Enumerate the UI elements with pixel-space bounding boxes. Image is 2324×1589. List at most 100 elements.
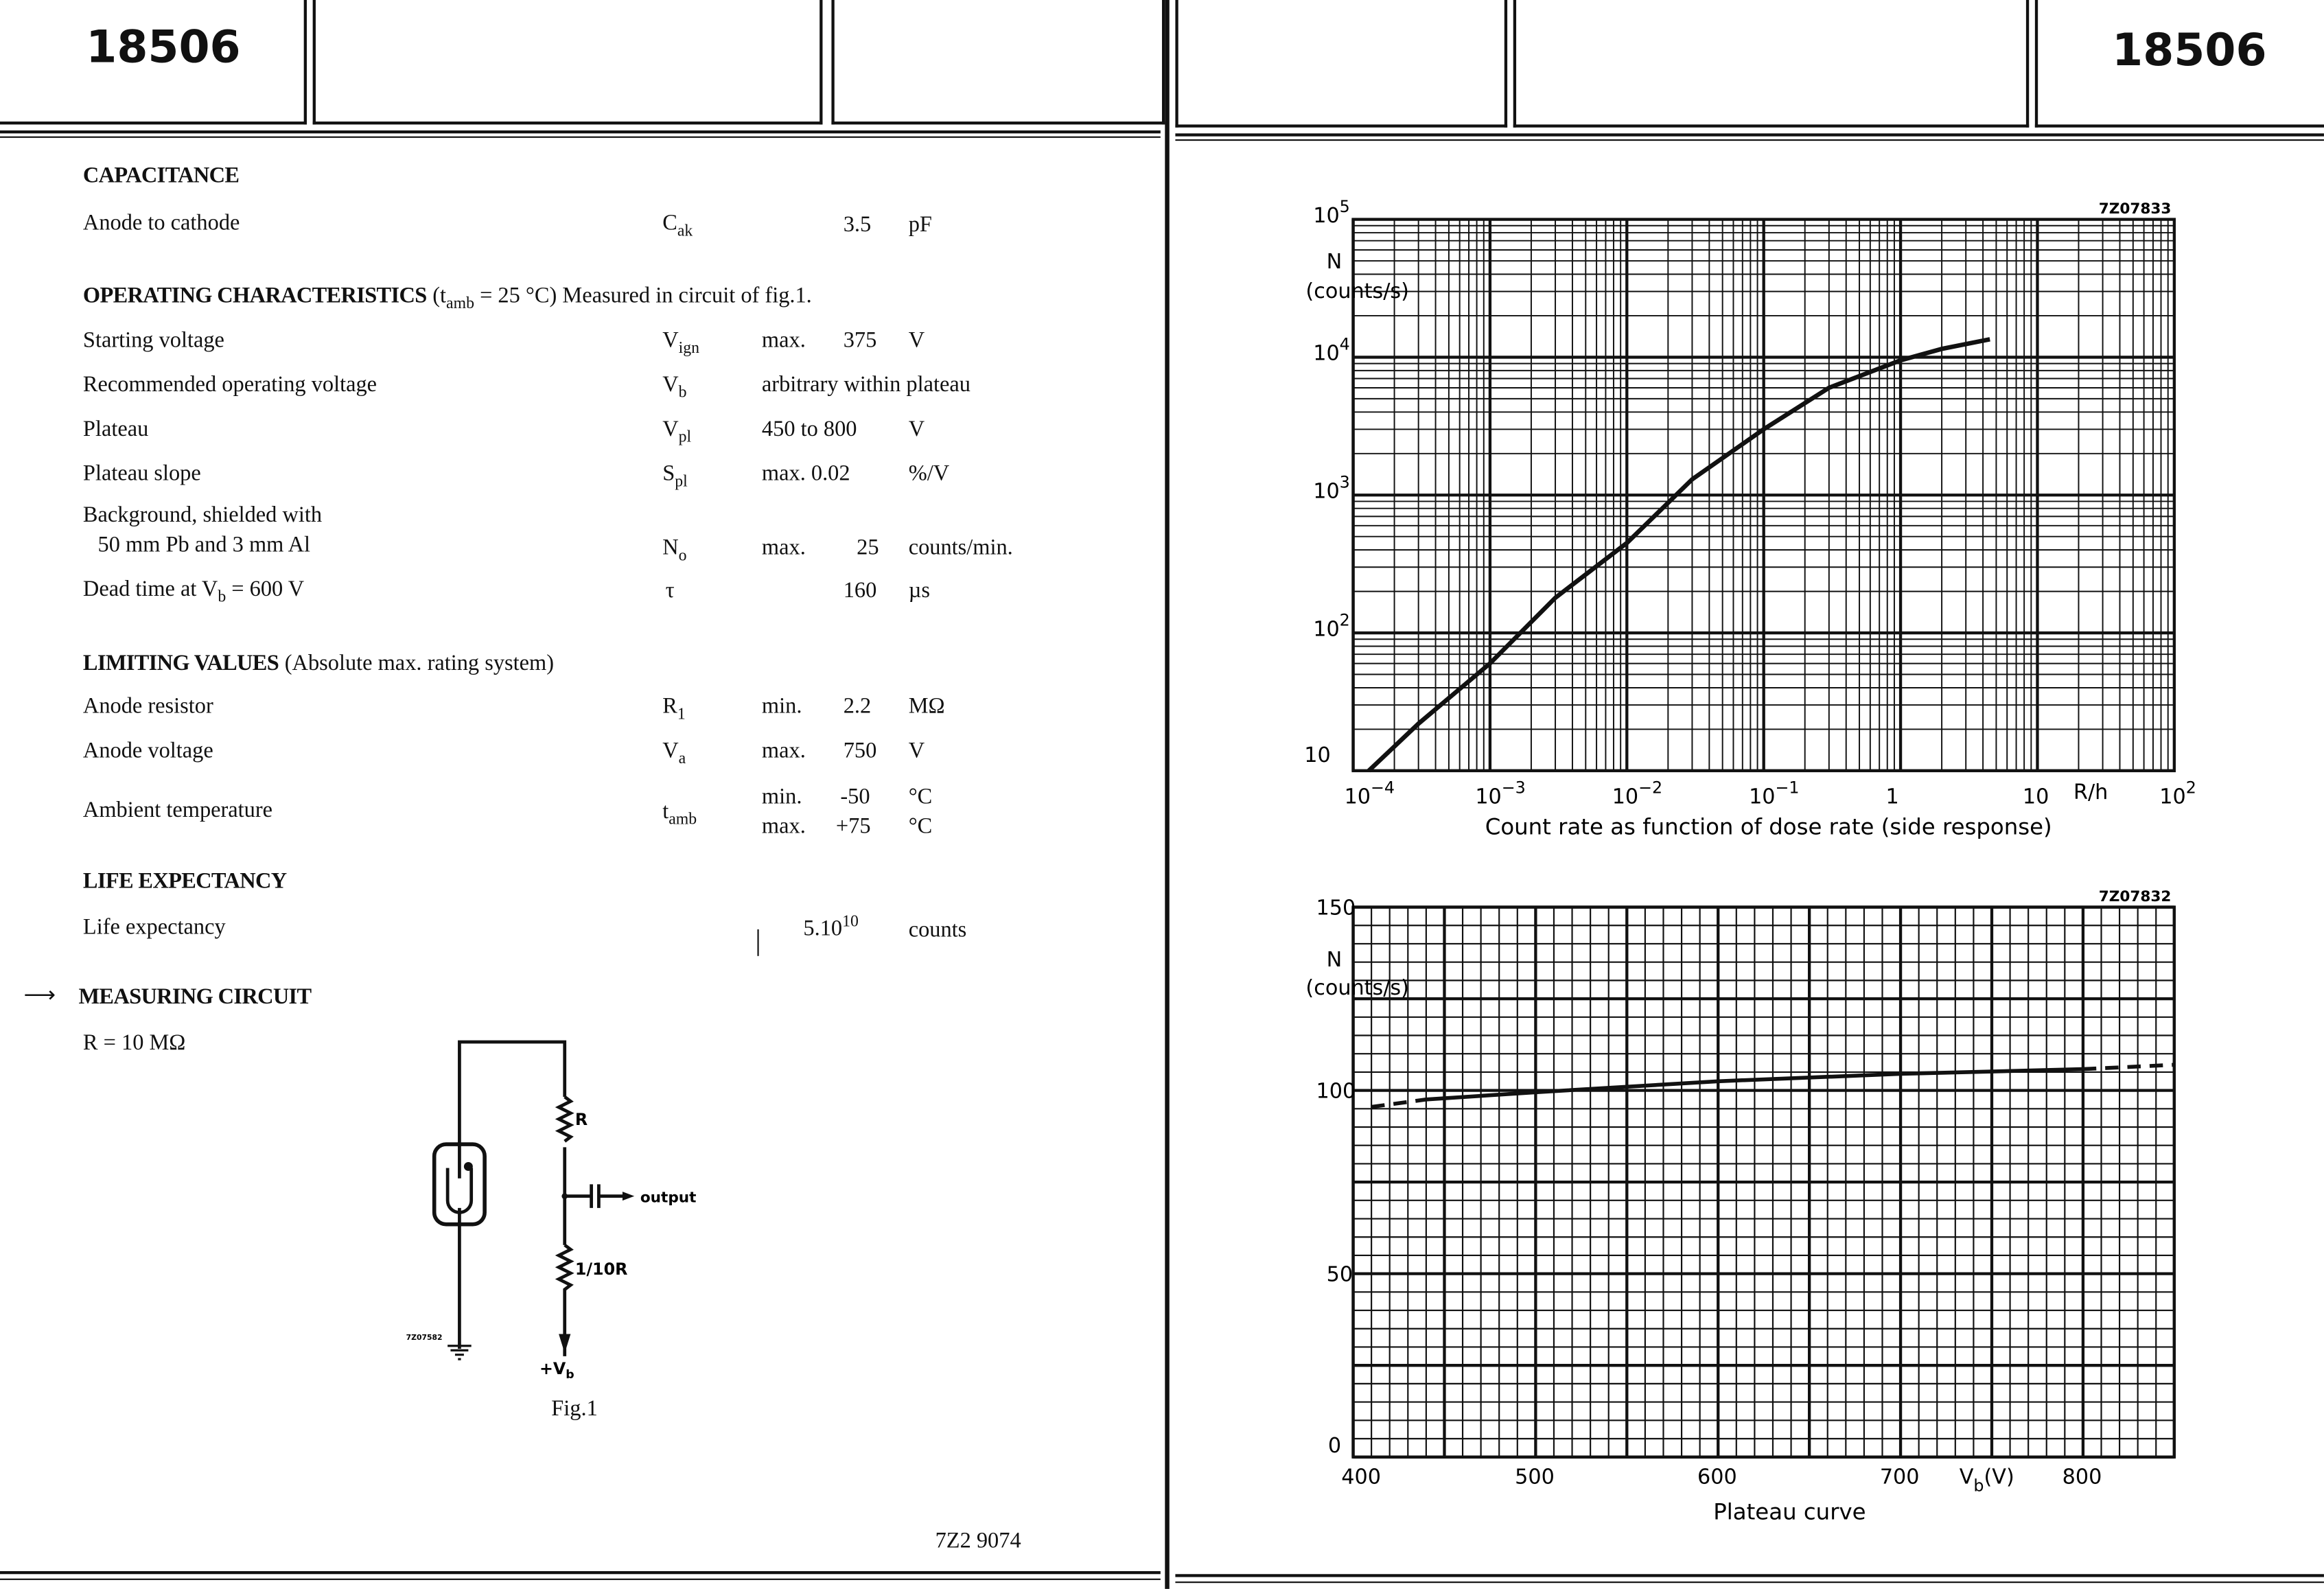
label-r10: 1/10R [575, 1260, 628, 1279]
x-tick-label: 10−2 [1612, 778, 1662, 809]
header-box [831, 0, 1165, 125]
y-tick-label: 100 [1316, 1079, 1356, 1103]
drawing-code: 7Z07833 [2099, 200, 2172, 218]
param-symbol: Vpl [662, 417, 692, 446]
capacitor-icon [564, 1184, 626, 1208]
chart-title: Count rate as function of dose rate (sid… [1485, 814, 2052, 840]
measuring-circuit-diagram: R 1/10R output +Vb 7Z07582 [406, 1040, 697, 1382]
x-tick-label: 500 [1515, 1465, 1555, 1489]
resistor-r10-icon [555, 1243, 574, 1356]
param-value: 375 [843, 329, 877, 353]
count-rate-curve [1367, 337, 1990, 773]
y-axis-label: N [1327, 250, 1343, 274]
param-label: Anode to cathode [82, 211, 240, 236]
param-qualifier: max. [761, 329, 806, 353]
dashed-plateau-line [2082, 1063, 2174, 1071]
param-label: Plateau [82, 417, 149, 442]
param-value: +75 [835, 815, 871, 839]
output-arrow-icon [622, 1192, 635, 1201]
y-axis-unit: (counts/s) [1305, 976, 1409, 1000]
tube-anode-dot [463, 1161, 473, 1171]
x-tick-label: 10 [2023, 785, 2049, 809]
param-value: 160 [843, 579, 877, 603]
param-unit: counts/min. [908, 536, 1013, 561]
section-heading: MEASURING CIRCUIT [78, 986, 312, 1010]
param-unit: °C [908, 785, 933, 810]
y-tick-label: 50 [1327, 1262, 1353, 1286]
param-value: 750 [843, 739, 877, 764]
header-box [312, 0, 823, 125]
y-tick-label: 10 [1304, 743, 1330, 767]
param-qualifier: min. [761, 785, 802, 810]
param-label: Starting voltage [82, 329, 224, 353]
param-label: Life expectancy [82, 916, 226, 940]
figure-caption: Fig.1 [551, 1397, 598, 1422]
figure-code: 7Z07582 [406, 1333, 443, 1342]
param-unit: V [908, 739, 925, 764]
param-label: Plateau slope [82, 462, 201, 487]
param-label: Ambient temperature [82, 798, 273, 823]
label-r: R [575, 1110, 588, 1129]
param-label: Anode resistor [82, 695, 213, 719]
header-box [1513, 0, 2030, 128]
junction-dot [561, 1193, 568, 1199]
resistor-r-icon [555, 1095, 574, 1143]
param-value: 25 [857, 536, 879, 561]
x-tick-label: 10−3 [1475, 778, 1525, 809]
drawing-code: 7Z2 9074 [935, 1529, 1021, 1554]
param-value: 3.5 [843, 213, 872, 237]
type-number: 18506 [86, 22, 241, 74]
param-unit: pF [908, 213, 932, 237]
change-arrow-icon: ⟶ [23, 984, 56, 1008]
param-symbol: Vb [662, 373, 687, 402]
solid-plateau-line [1426, 1067, 2083, 1102]
section-heading: LIMITING VALUES (Absolute max. rating sy… [82, 652, 555, 676]
header-box [1175, 0, 1508, 128]
vb-arrow-icon [559, 1334, 571, 1354]
label-output: output [640, 1189, 697, 1206]
y-tick-label: 102 [1313, 610, 1350, 641]
header-box-code-left: 18506 [0, 0, 307, 125]
param-label: Anode voltage [82, 739, 213, 764]
param-unit: %/V [908, 462, 950, 487]
param-unit: V [908, 417, 925, 442]
param-unit: µs [908, 579, 930, 603]
param-qualifier: arbitrary within plateau [761, 373, 971, 397]
page-gutter-line [1165, 0, 1170, 1589]
param-symbol: R1 [662, 695, 686, 723]
param-qualifier: max. [761, 739, 806, 764]
param-qualifier: max. [761, 815, 806, 839]
plot-frame [1351, 218, 2176, 773]
param-value: -50 [840, 785, 870, 810]
x-tick-label: 400 [1341, 1465, 1381, 1489]
param-value: 2.2 [843, 695, 872, 719]
param-unit: °C [908, 815, 933, 839]
change-bar [757, 929, 759, 956]
param-label: Dead time at Vb = 600 V [82, 578, 305, 607]
x-tick-label: 600 [1697, 1465, 1737, 1489]
param-qualifier: 450 to 800 [761, 417, 857, 442]
param-symbol: Vign [662, 329, 700, 358]
x-axis-label: Vb(V) [1960, 1465, 2014, 1496]
section-heading: CAPACITANCE [82, 164, 240, 189]
x-tick-label: 700 [1880, 1465, 1920, 1489]
param-qualifier: min. [761, 695, 802, 719]
param-symbol: τ [665, 579, 675, 603]
section-heading: LIFE EXPECTANCY [82, 870, 287, 894]
plot-frame [1351, 905, 2176, 1459]
param-value: 5.1010 [803, 913, 859, 942]
chart-title: Plateau curve [1713, 1498, 1866, 1524]
type-number: 18506 [2112, 25, 2267, 78]
section-heading: OPERATING CHARACTERISTICS (tamb = 25 °C)… [82, 284, 812, 313]
param-unit: MΩ [908, 695, 945, 719]
drawing-code: 7Z07832 [2099, 888, 2172, 905]
param-symbol: Va [662, 739, 686, 768]
x-tick-label: 10−1 [1749, 778, 1799, 809]
param-symbol: tamb [662, 800, 697, 829]
header-rule [1175, 133, 2324, 141]
y-tick-label: 104 [1313, 335, 1350, 366]
param-qualifier: max. 0.02 [761, 462, 850, 487]
y-axis-label: N [1327, 948, 1343, 972]
y-axis-unit: (counts/s) [1305, 279, 1409, 303]
